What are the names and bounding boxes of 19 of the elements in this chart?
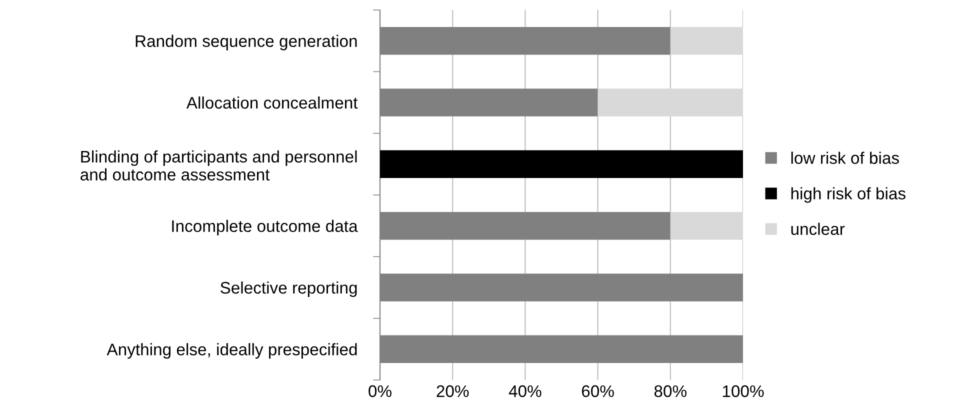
- y-tick-label: Selective reporting: [220, 281, 357, 297]
- x-tick-label: 20%: [436, 385, 469, 398]
- legend-label: unclear: [791, 222, 845, 236]
- y-tick-label: Random sequence generation: [136, 34, 357, 50]
- bar: [670, 212, 743, 240]
- y-tick-label: Allocation concealment: [186, 96, 358, 109]
- bar: [670, 26, 743, 55]
- bar: [598, 88, 743, 116]
- x-tick-label: 0%: [368, 385, 392, 398]
- bar: [380, 150, 743, 178]
- y-tick-label: Blinding of participants and personnel and outcome assessment: [80, 150, 357, 181]
- x-tick-label: 80%: [654, 385, 686, 398]
- x-tick-label: 100%: [722, 385, 764, 398]
- legend-label: high risk of bias: [791, 187, 906, 203]
- y-tick-label: Incomplete outcome data: [172, 220, 358, 236]
- legend-label: low risk of bias: [791, 152, 899, 164]
- x-tick-label: 60%: [582, 385, 614, 398]
- x-tick-label: 40%: [508, 385, 542, 398]
- y-tick-label: Anything else, ideally prespecified: [106, 343, 357, 359]
